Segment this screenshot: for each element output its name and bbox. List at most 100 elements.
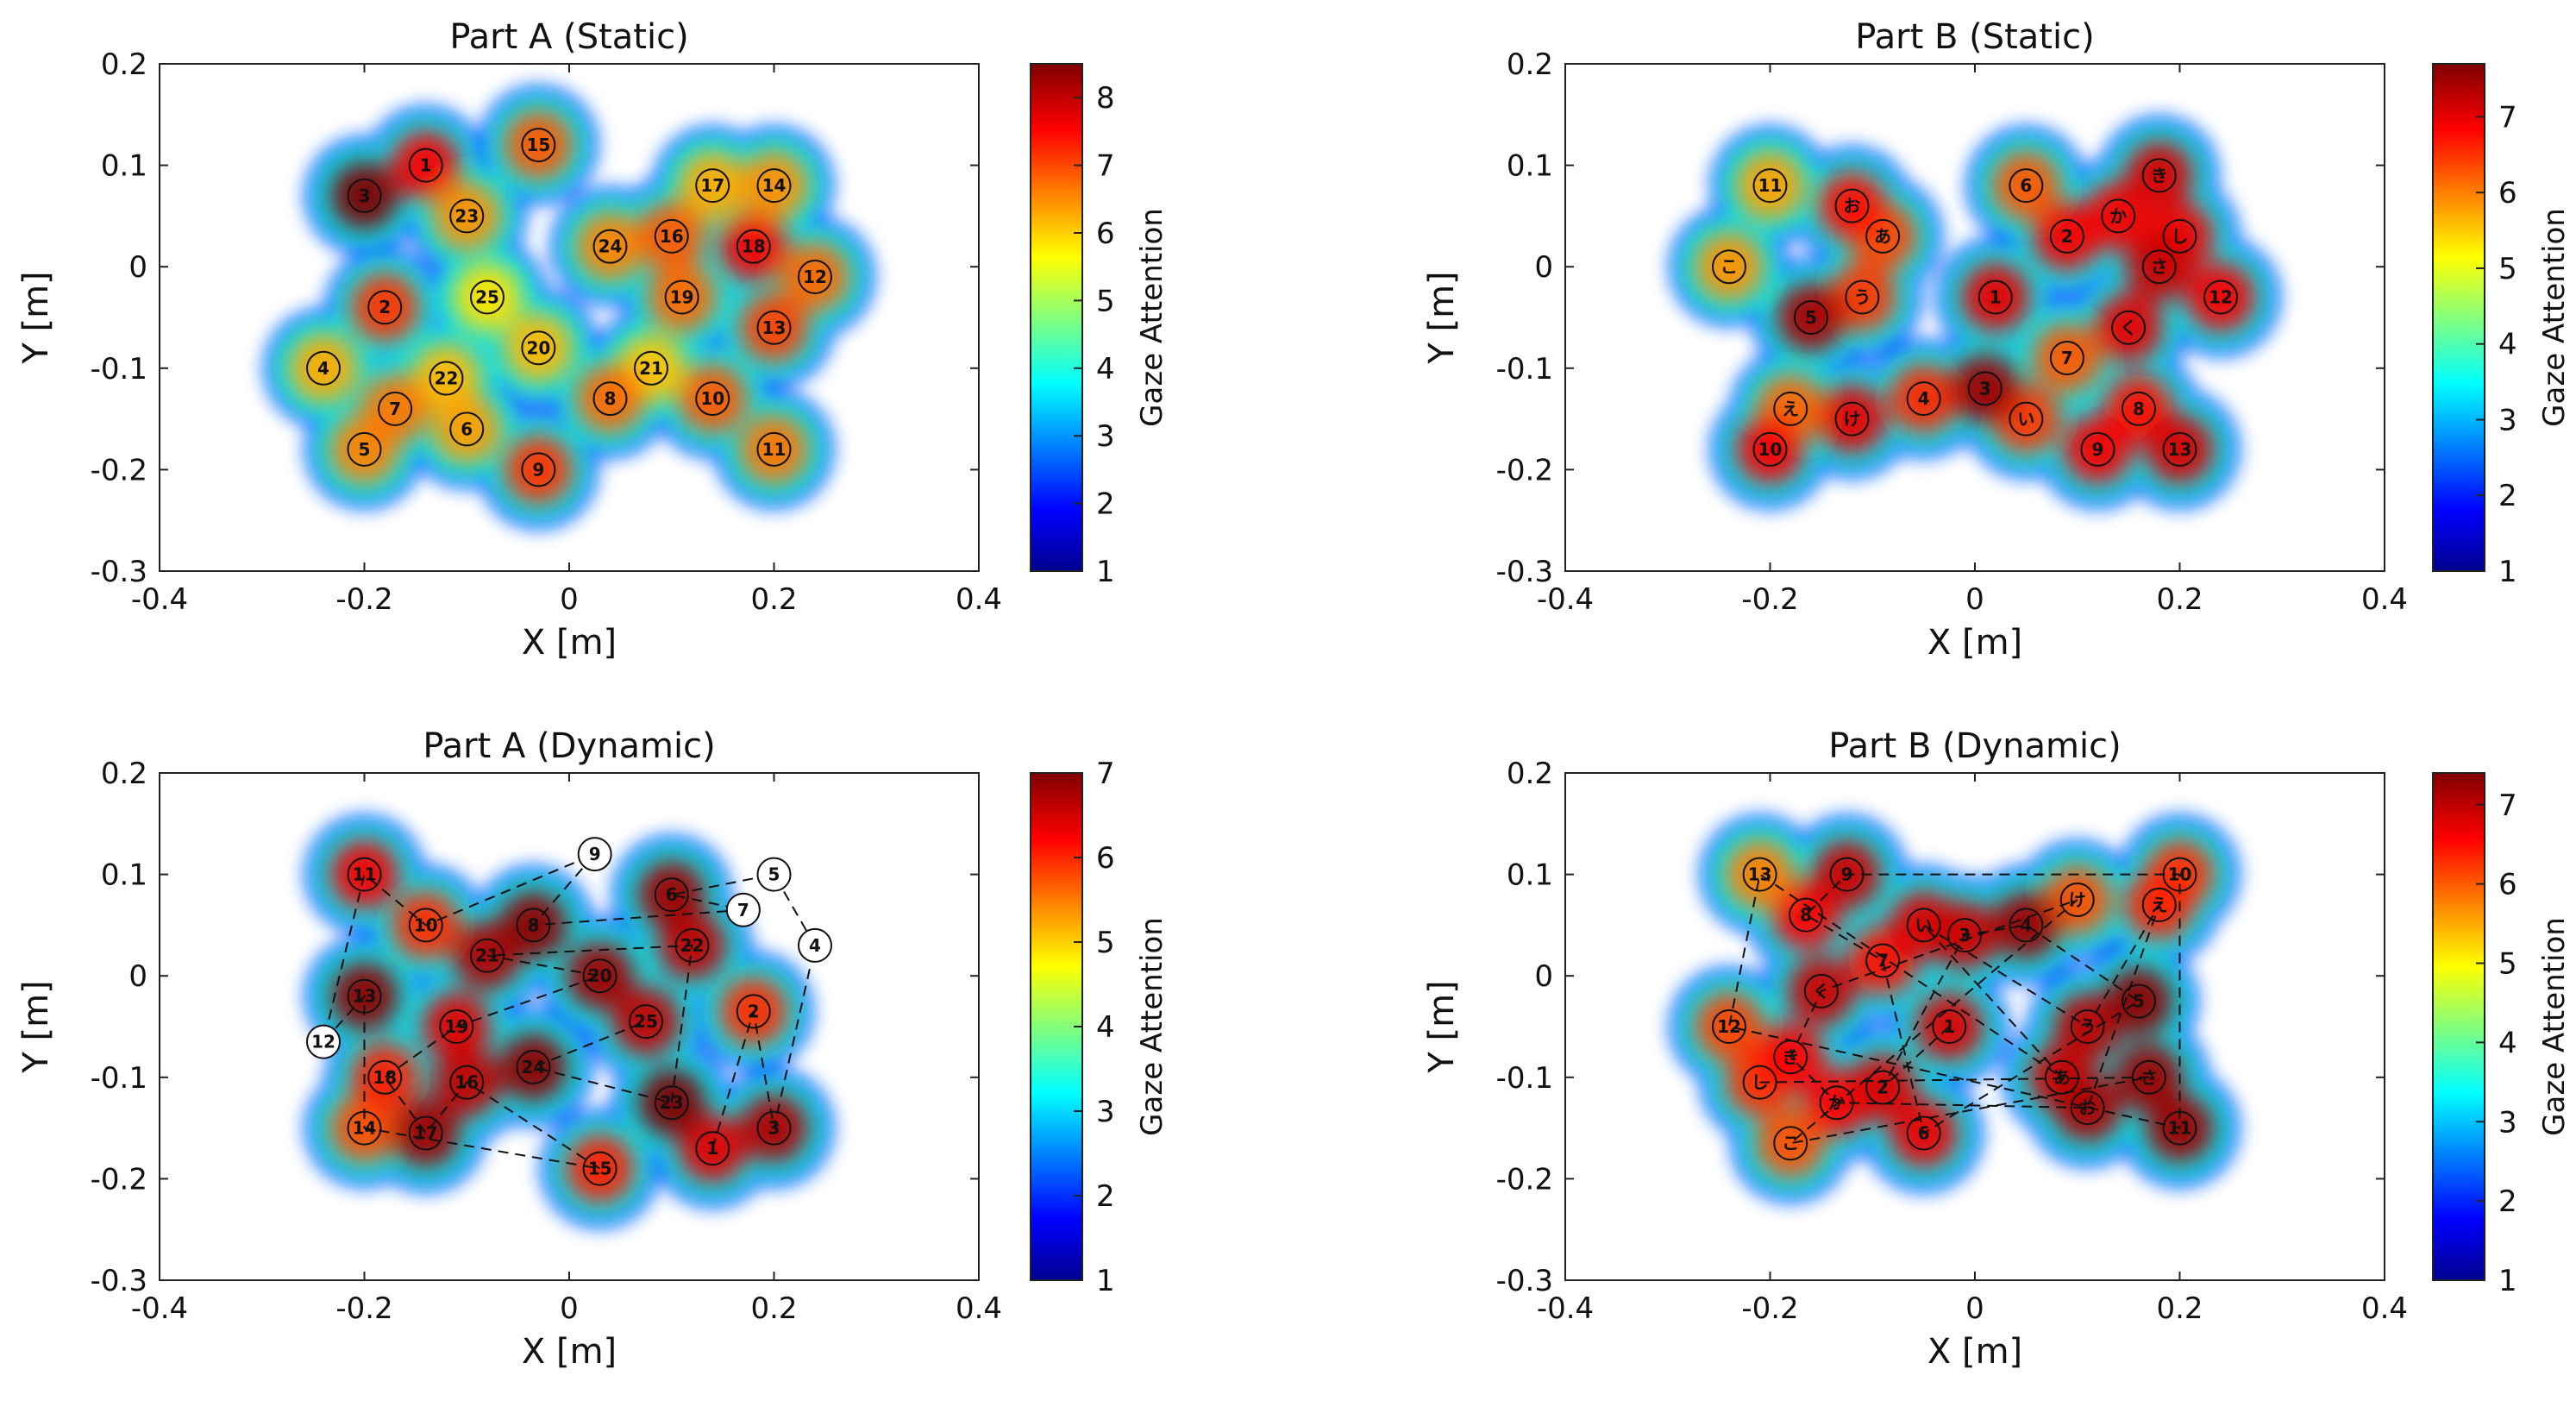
marker-label: 9 bbox=[2092, 439, 2104, 460]
marker-circle bbox=[306, 350, 341, 386]
colorbar-tick-label: 7 bbox=[1096, 757, 1115, 791]
panel-title: Part A (Dynamic) bbox=[423, 726, 715, 766]
y-tick-label: -0.3 bbox=[91, 1264, 147, 1298]
y-tick-label: 0.2 bbox=[1507, 47, 1553, 82]
colorbar-tick-label: 2 bbox=[1096, 1179, 1115, 1214]
marker-label: 4 bbox=[317, 358, 329, 379]
marker-4: 4 bbox=[1906, 381, 1941, 417]
marker-circle bbox=[1773, 391, 1808, 426]
panel-1: -0.4 -0.2 0 0.2 0.4 0.2 0.1 0 -0.1 -0.2 -0.3 Part A… bbox=[16, 17, 1169, 663]
marker-label: 15 bbox=[588, 1159, 612, 1179]
heat-blob bbox=[1817, 171, 1887, 241]
marker-circle bbox=[408, 908, 443, 943]
marker-13: 13 bbox=[347, 978, 382, 1014]
marker-く: く bbox=[1803, 973, 1839, 1008]
marker-label: お bbox=[1844, 196, 1861, 217]
marker-13: 13 bbox=[2162, 431, 2197, 467]
marker-label: 10 bbox=[414, 914, 438, 935]
marker-label: 8 bbox=[1800, 905, 1812, 926]
colorbar-tick-label: 3 bbox=[2498, 1105, 2517, 1140]
colorbar-tick-label: 5 bbox=[2498, 947, 2517, 982]
marker-circle bbox=[2203, 280, 2238, 315]
marker-circle bbox=[367, 1059, 403, 1095]
marker-label: 7 bbox=[2061, 348, 2073, 368]
x-tick-label: -0.4 bbox=[1537, 582, 1594, 617]
marker-circle bbox=[2162, 431, 2197, 467]
x-tick-label: 0.4 bbox=[956, 1291, 1002, 1326]
x-tick-label: 0.2 bbox=[2156, 1291, 2203, 1326]
marker-circle bbox=[1773, 1040, 1808, 1075]
colorbar-tick-label: 7 bbox=[2498, 100, 2517, 135]
marker-circle bbox=[449, 412, 485, 447]
heat-blob bbox=[2104, 966, 2173, 1036]
marker-circle bbox=[378, 391, 413, 426]
marker-11: 11 bbox=[347, 857, 382, 892]
marker-circle bbox=[2122, 983, 2156, 1019]
x-tick-label: 0 bbox=[560, 582, 579, 617]
marker-お: お bbox=[2070, 1090, 2105, 1126]
marker-label: 6 bbox=[2020, 175, 2032, 196]
marker-3: 3 bbox=[1947, 918, 1983, 953]
y-tick-label: 0 bbox=[128, 250, 147, 285]
marker-label: 23 bbox=[454, 205, 479, 226]
marker-circle bbox=[1932, 1009, 1967, 1044]
marker-え: え bbox=[1773, 391, 1808, 426]
heat-blob bbox=[498, 1033, 568, 1103]
marker-う: う bbox=[1845, 280, 1880, 315]
marker-circle bbox=[521, 330, 556, 366]
marker-circle bbox=[347, 857, 382, 892]
heat-blob bbox=[504, 110, 573, 180]
marker-label: 1 bbox=[1990, 286, 2002, 307]
marker-circle bbox=[1947, 918, 1983, 953]
heat-blob bbox=[1695, 232, 1764, 302]
heat-blob bbox=[391, 130, 461, 200]
heat-blob bbox=[1950, 354, 2020, 424]
x-tick-label: 0 bbox=[1965, 1291, 1984, 1326]
marker-circle bbox=[1865, 1070, 1901, 1105]
marker-circle bbox=[1712, 249, 1746, 285]
marker-circle bbox=[2009, 168, 2044, 204]
marker-circle bbox=[582, 958, 617, 994]
heat-blob bbox=[504, 435, 573, 505]
marker-5: 5 bbox=[2122, 983, 2156, 1019]
marker-label: 2 bbox=[379, 297, 391, 317]
x-tick-label: 0.4 bbox=[2361, 1291, 2408, 1326]
marker-こ: こ bbox=[1712, 249, 1746, 285]
marker-19: 19 bbox=[664, 280, 699, 315]
marker-20: 20 bbox=[582, 958, 617, 994]
y-tick-label: 0 bbox=[128, 959, 147, 994]
heat-blob bbox=[329, 160, 399, 230]
marker-circle bbox=[347, 1110, 382, 1146]
marker-11: 11 bbox=[2162, 1110, 2197, 1146]
marker-label: こ bbox=[1782, 1133, 1799, 1153]
colorbar-tick-label: 2 bbox=[2498, 1184, 2517, 1219]
colorbar-tick-label: 6 bbox=[1096, 217, 1115, 251]
marker-8: 8 bbox=[592, 381, 628, 417]
y-tick-label: 0 bbox=[1534, 250, 1553, 285]
marker-circle bbox=[347, 431, 382, 467]
marker-label: 4 bbox=[1918, 388, 1930, 409]
marker-circle bbox=[2049, 341, 2084, 376]
marker-3: 3 bbox=[347, 178, 382, 213]
marker-2: 2 bbox=[1865, 1070, 1901, 1105]
marker-circle bbox=[1906, 381, 1941, 417]
marker-label: 5 bbox=[768, 864, 780, 885]
colorbar-tick-label: 3 bbox=[2498, 403, 2517, 437]
marker-1: 1 bbox=[1977, 280, 2013, 315]
heat-blob bbox=[2032, 324, 2102, 393]
marker-circle bbox=[1834, 401, 1870, 437]
x-tick-label: 0 bbox=[1965, 582, 1984, 617]
marker-label: こ bbox=[1720, 256, 1738, 277]
marker-15: 15 bbox=[521, 128, 556, 163]
heat-blob bbox=[739, 414, 809, 484]
marker-7: 7 bbox=[2049, 341, 2084, 376]
marker-label: か bbox=[2109, 205, 2127, 226]
marker-circle bbox=[2162, 1110, 2197, 1146]
marker-11: 11 bbox=[1752, 168, 1788, 204]
marker-15: 15 bbox=[582, 1151, 617, 1186]
marker-label: 15 bbox=[526, 135, 550, 155]
marker-circle bbox=[521, 128, 556, 163]
marker-label: 8 bbox=[605, 388, 617, 409]
marker-circle bbox=[2141, 249, 2177, 285]
marker-2: 2 bbox=[367, 290, 403, 325]
